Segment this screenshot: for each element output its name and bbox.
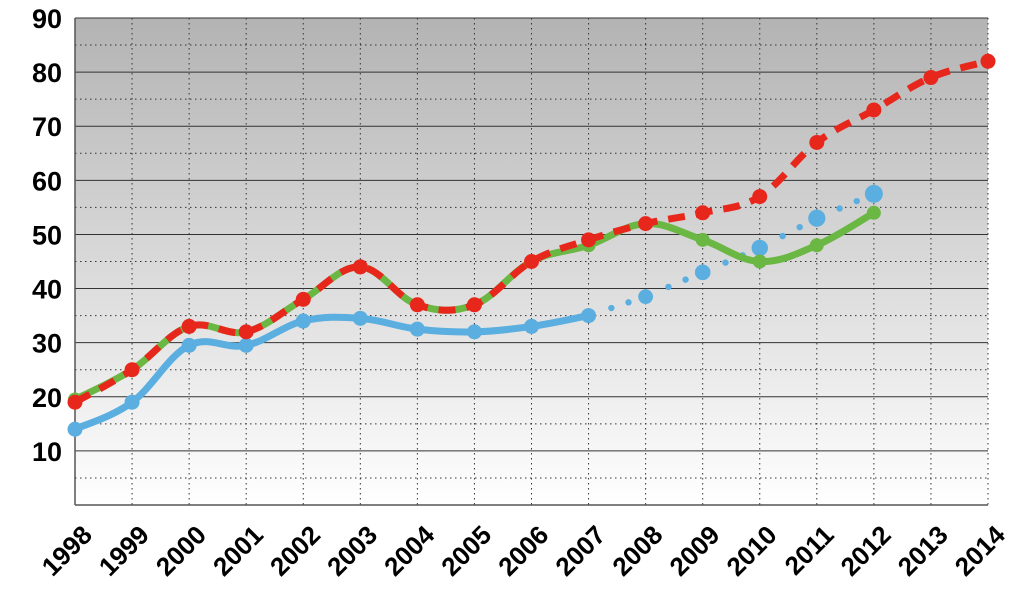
y-tick-label: 10 [32, 437, 62, 467]
data-point [124, 362, 140, 378]
data-point [695, 205, 711, 221]
y-tick-label: 30 [32, 329, 62, 359]
x-tick-label: 2008 [606, 520, 668, 582]
data-point [809, 134, 825, 150]
data-point [409, 297, 425, 313]
data-point [524, 254, 539, 269]
data-point [295, 291, 311, 307]
x-tick-label: 2006 [492, 520, 554, 582]
y-tick-label: 90 [32, 4, 62, 34]
projection-dot [608, 304, 615, 312]
data-point [808, 209, 826, 227]
x-tick-label: 2013 [892, 520, 954, 582]
data-point [124, 394, 140, 410]
data-point [752, 254, 767, 269]
data-point [581, 308, 597, 324]
data-point [980, 53, 996, 69]
data-point [466, 324, 482, 340]
x-tick-label: 2000 [150, 520, 212, 582]
y-tick-label: 40 [32, 275, 62, 305]
projection-dot [682, 276, 689, 283]
data-point [638, 216, 654, 232]
x-tick-label: 2005 [435, 520, 497, 582]
data-point [181, 318, 197, 334]
x-tick-label: 2007 [549, 520, 611, 582]
data-point [238, 337, 254, 353]
projection-dot [625, 299, 632, 306]
y-tick-label: 70 [32, 112, 62, 142]
projection-dot [796, 223, 803, 231]
x-tick-label: 1998 [36, 520, 98, 582]
projection-dot [836, 205, 843, 212]
data-point [67, 421, 83, 437]
x-axis-tick-labels: 1998199920002001200220032004200520062007… [36, 519, 1011, 581]
x-tick-label: 2010 [720, 520, 782, 582]
x-tick-label: 2014 [949, 519, 1011, 581]
y-tick-label: 50 [32, 220, 62, 250]
x-tick-label: 2002 [264, 520, 326, 582]
y-tick-label: 20 [32, 383, 62, 413]
x-tick-label: 2004 [378, 519, 440, 581]
data-point [295, 313, 311, 329]
projection-dot [853, 197, 860, 205]
series-line [71, 312, 593, 433]
data-point [238, 324, 254, 340]
x-tick-label: 2003 [321, 520, 383, 582]
x-tick-label: 2011 [779, 520, 840, 581]
data-point [181, 337, 197, 353]
data-point [923, 70, 939, 86]
data-point [352, 259, 368, 275]
data-point [694, 264, 711, 281]
data-point [524, 318, 539, 334]
series-line [73, 57, 989, 406]
data-point [352, 310, 368, 326]
data-point [866, 205, 881, 220]
series-layer [67, 53, 996, 437]
projection-dot [722, 259, 729, 266]
data-point [581, 232, 597, 248]
data-point [809, 238, 824, 253]
data-point [752, 189, 768, 205]
projection-dot [665, 283, 672, 291]
projection-dot [779, 232, 786, 240]
y-axis-tick-labels: 10 20 30 40 50 60 70 80 90 [32, 4, 62, 467]
data-point [864, 184, 883, 203]
y-tick-label: 60 [32, 166, 62, 196]
data-point [409, 321, 425, 337]
data-point [751, 239, 768, 257]
data-point [466, 297, 482, 313]
x-tick-label: 2009 [663, 520, 725, 582]
data-point [866, 102, 882, 118]
x-tick-label: 1999 [93, 520, 155, 582]
x-tick-label: 2012 [835, 520, 897, 582]
data-point [67, 394, 83, 410]
data-point [695, 232, 710, 247]
data-point [638, 289, 654, 305]
y-tick-label: 80 [32, 58, 62, 88]
x-tick-label: 2001 [207, 520, 269, 582]
